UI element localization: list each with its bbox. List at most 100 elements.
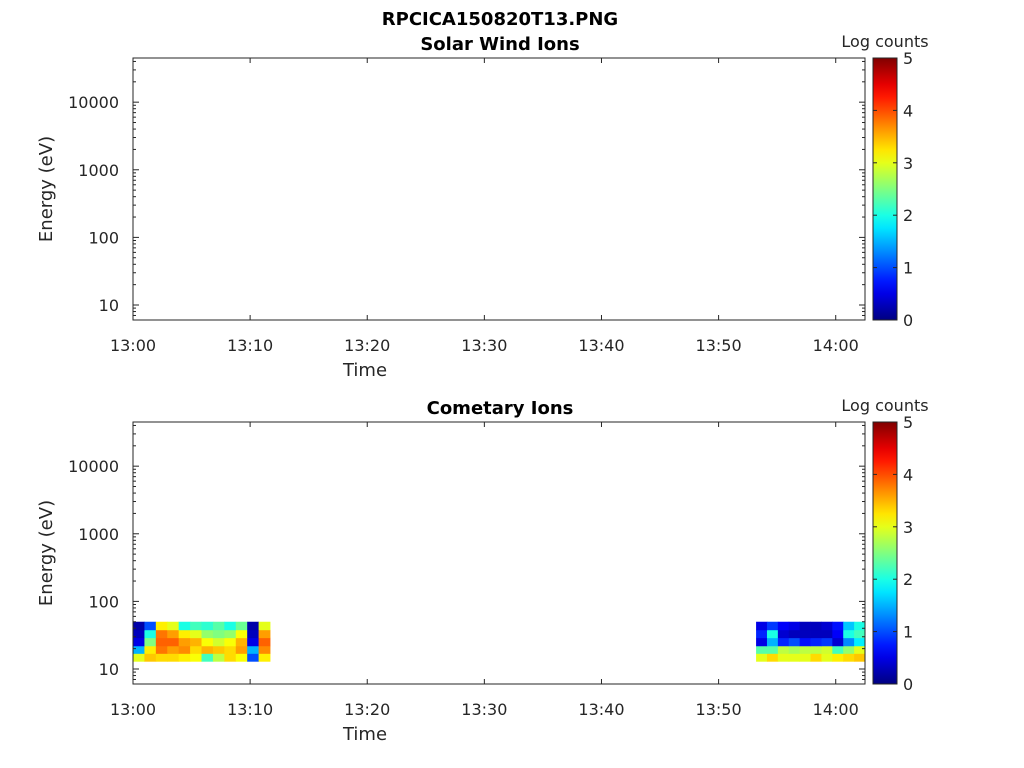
heatmap-cell (843, 637, 855, 647)
y-tick-label: 1000 (78, 525, 119, 544)
heatmap-cell (788, 637, 801, 647)
colorbar-tick-label: 5 (903, 49, 913, 68)
heatmap-cell (235, 621, 248, 631)
heatmap-cell (756, 621, 768, 631)
heatmap-cell (235, 653, 248, 662)
y-tick-label: 100 (88, 592, 119, 611)
heatmap-cell (178, 637, 191, 647)
heatmap-cell (155, 637, 168, 647)
heatmap-cell (832, 637, 844, 647)
heatmap-cell (133, 637, 145, 647)
x-tick-label: 13:20 (344, 700, 390, 719)
y-tick-label: 10 (99, 296, 119, 315)
heatmap-cell (854, 637, 866, 647)
heatmap-cell (854, 653, 866, 662)
heatmap-cell (832, 629, 844, 639)
heatmap-cell (821, 653, 833, 662)
heatmap-cell (144, 645, 157, 654)
heatmap-cell (258, 621, 271, 631)
colorbar-label: Log counts (841, 32, 928, 51)
heatmap-cell (144, 621, 157, 631)
colorbar-tick-label: 4 (903, 101, 913, 120)
x-tick-label: 13:10 (227, 700, 273, 719)
heatmap-cell (201, 637, 214, 647)
heatmap-cell (224, 653, 237, 662)
y-tick-label: 10000 (68, 93, 119, 112)
heatmap-cell (777, 621, 790, 631)
heatmap-cell (247, 653, 260, 662)
heatmap-cell (843, 629, 855, 639)
heatmap-cell (766, 629, 779, 639)
heatmap-cell (167, 653, 180, 662)
colorbar-tick-label: 0 (903, 675, 913, 694)
heatmap-cell (133, 653, 145, 662)
heatmap-cell (224, 621, 237, 631)
heatmap-cell (178, 621, 191, 631)
heatmap-cell (201, 629, 214, 639)
heatmap-cell (788, 629, 801, 639)
heatmap-cell (201, 621, 214, 631)
heatmap-cell (756, 637, 768, 647)
heatmap-cell (235, 629, 248, 639)
heatmap-cell (258, 653, 271, 662)
heatmap-cell (247, 645, 260, 654)
heatmap-cell (258, 637, 271, 647)
heatmap-cell (167, 645, 180, 654)
colorbar (873, 422, 897, 684)
colorbar (873, 58, 897, 320)
x-axis-label: Time (342, 360, 387, 381)
heatmap-cell (133, 621, 145, 631)
x-tick-label: 13:00 (110, 700, 156, 719)
heatmap-cell (155, 653, 168, 662)
heatmap-cell (766, 645, 779, 654)
x-axis-label: Time (342, 724, 387, 745)
heatmap-cell (777, 637, 790, 647)
heatmap-cell (788, 653, 801, 662)
colorbar-tick-label: 1 (903, 623, 913, 642)
heatmap-cell (235, 645, 248, 654)
heatmap-cell (777, 629, 790, 639)
heatmap-cell (212, 637, 225, 647)
heatmap-cell (212, 621, 225, 631)
heatmap-cell (810, 629, 822, 639)
heatmap-cell (133, 629, 145, 639)
heatmap-cell (832, 645, 844, 654)
heatmap-cell (810, 653, 822, 662)
colorbar-tick-label: 2 (903, 206, 913, 225)
heatmap-cell (832, 621, 844, 631)
heatmap-cell (247, 629, 260, 639)
heatmap-cell (843, 621, 855, 631)
heatmap-cell (155, 629, 168, 639)
heatmap-cell (190, 629, 202, 639)
x-tick-label: 13:00 (110, 336, 156, 355)
heatmap-cell (212, 645, 225, 654)
heatmap-cell (843, 653, 855, 662)
x-tick-label: 13:40 (578, 700, 624, 719)
x-tick-label: 13:40 (578, 336, 624, 355)
heatmap-cell (810, 637, 822, 647)
x-tick-label: 13:30 (461, 336, 507, 355)
heatmap-cell (167, 629, 180, 639)
heatmap-cell (799, 653, 811, 662)
heatmap-cell (167, 621, 180, 631)
heatmap-cell (155, 621, 168, 631)
heatmap-cell (756, 645, 768, 654)
y-axis-label: Energy (eV) (36, 136, 57, 242)
heatmap-cell (190, 637, 202, 647)
heatmap-cell (224, 637, 237, 647)
heatmap-cell (756, 653, 768, 662)
heatmap-cell (821, 637, 833, 647)
heatmap-cell (832, 653, 844, 662)
x-tick-label: 13:50 (696, 336, 742, 355)
figure-title: RPCICA150820T13.PNG (382, 9, 618, 30)
heatmap-cell (821, 645, 833, 654)
heatmap-cell (821, 629, 833, 639)
heatmap-cell (190, 653, 202, 662)
heatmap-cell (155, 645, 168, 654)
heatmap-cell (777, 653, 790, 662)
heatmap-cell (144, 637, 157, 647)
heatmap-cell (258, 629, 271, 639)
heatmap-cell (212, 629, 225, 639)
heatmap-cell (756, 629, 768, 639)
